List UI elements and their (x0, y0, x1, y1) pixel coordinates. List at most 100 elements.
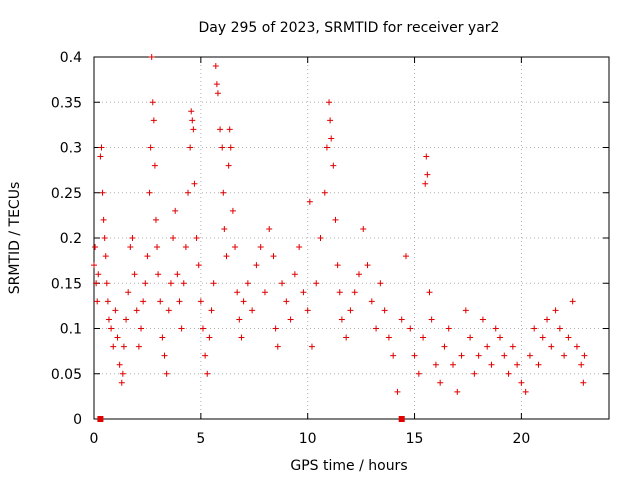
data-point (142, 280, 149, 287)
data-point (103, 280, 110, 287)
data-point (270, 253, 277, 260)
data-point (377, 280, 384, 287)
data-point (422, 180, 429, 187)
data-point (321, 189, 328, 196)
data-point (544, 316, 551, 323)
data-point (539, 334, 546, 341)
data-point (114, 334, 121, 341)
data-point (99, 189, 106, 196)
x-axis: 0 5 10 15 20 (90, 57, 530, 447)
y-tick-label: 0.05 (51, 367, 82, 383)
data-point (462, 307, 469, 314)
data-point (552, 307, 559, 314)
data-point (217, 126, 224, 133)
data-point (213, 81, 220, 88)
data-point (119, 370, 126, 377)
y-tick-label: 0.35 (51, 95, 82, 111)
data-point (199, 325, 206, 332)
data-point (161, 352, 168, 359)
y-tick-label: 0.25 (51, 186, 82, 202)
data-point (407, 325, 414, 332)
y-tick-label: 0 (73, 412, 82, 428)
data-point (155, 271, 162, 278)
data-point (170, 235, 177, 241)
data-point (531, 325, 538, 332)
data-point (581, 352, 588, 359)
data-point (197, 298, 204, 305)
data-point (313, 280, 320, 287)
data-point (505, 370, 512, 377)
data-point (219, 144, 226, 151)
y-tick-label: 0.1 (60, 322, 82, 338)
data-point (154, 244, 161, 251)
data-point (105, 316, 112, 323)
data-point (336, 289, 343, 296)
data-point (441, 343, 448, 350)
data-point (556, 325, 563, 332)
data-point (148, 54, 155, 60)
data-point (202, 352, 209, 359)
y-axis-label: SRMTID / TECUs (7, 182, 23, 295)
data-point (423, 153, 430, 160)
data-point (120, 343, 127, 350)
data-point (330, 162, 337, 169)
data-point (501, 352, 508, 359)
data-point (467, 334, 474, 341)
data-point (94, 298, 101, 305)
data-point (420, 334, 427, 341)
data-point (279, 280, 286, 287)
data-point (347, 307, 354, 314)
data-point (368, 298, 375, 305)
x-tick-label: 20 (512, 431, 530, 447)
data-point (223, 253, 230, 260)
data-point (308, 343, 315, 350)
data-point (190, 126, 197, 133)
chart-title: Day 295 of 2023, SRMTID for receiver yar… (199, 20, 500, 36)
data-point (195, 262, 202, 269)
data-point (317, 235, 324, 241)
data-point (151, 162, 158, 169)
data-point (394, 388, 401, 395)
data-point (146, 189, 153, 196)
data-point (522, 388, 529, 395)
data-point (135, 343, 142, 350)
data-point (428, 316, 435, 323)
data-point (343, 334, 350, 341)
data-point (150, 117, 157, 124)
data-point (159, 334, 166, 341)
data-point (220, 189, 227, 196)
y-tick-label: 0.2 (60, 231, 82, 247)
data-point (191, 180, 198, 187)
data-point (283, 298, 290, 305)
data-point (91, 262, 97, 269)
data-point (244, 280, 251, 287)
data-point (101, 235, 108, 241)
data-point (188, 108, 195, 115)
data-point (484, 343, 491, 350)
data-point (163, 370, 170, 377)
data-point (232, 244, 239, 251)
data-point (479, 316, 486, 323)
data-point (437, 379, 444, 386)
data-point (229, 207, 236, 214)
x-tick-label: 0 (90, 431, 99, 447)
data-point (189, 117, 196, 124)
data-point (165, 307, 172, 314)
data-point (193, 235, 200, 241)
y-axis: 0 0.05 0.1 0.15 0.2 0.25 0.3 0.35 0.4 (51, 50, 609, 428)
data-point (565, 334, 572, 341)
data-point (445, 325, 452, 332)
data-point (108, 325, 115, 332)
data-point (526, 352, 533, 359)
data-point (492, 325, 499, 332)
data-point (332, 216, 339, 223)
data-point (125, 289, 132, 296)
data-point (149, 99, 156, 106)
data-point (204, 370, 211, 377)
data-point (426, 289, 433, 296)
y-tick-label: 0.3 (60, 141, 82, 157)
data-point (535, 361, 542, 368)
data-point (221, 225, 228, 232)
data-point (458, 352, 465, 359)
data-point (253, 262, 260, 269)
